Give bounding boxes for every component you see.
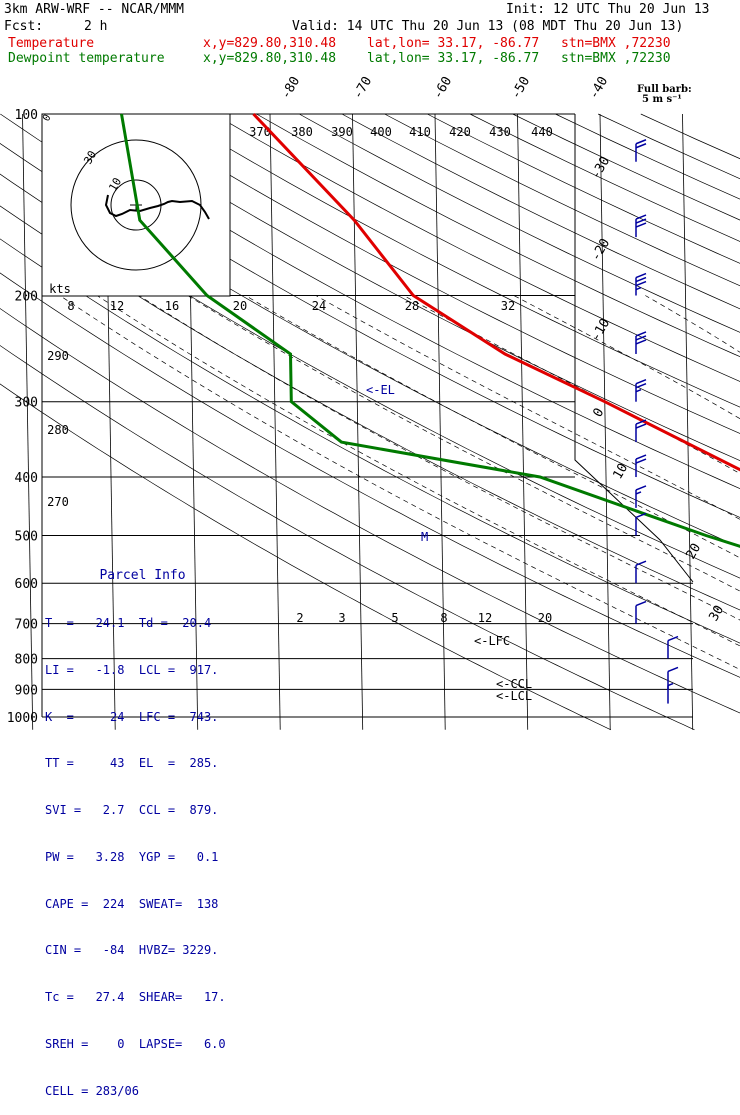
parcel-row: SVI = 2.7 CCL = 879.	[45, 803, 240, 819]
pressure-label: 600	[15, 577, 38, 592]
mean-marker: M	[421, 530, 428, 544]
parcel-row: CAPE = 224 SWEAT= 138	[45, 897, 240, 913]
parcel-row: K = 24 LFC = 743.	[45, 710, 240, 726]
el-marker: <-EL	[366, 383, 395, 397]
forecast-value: 2 h	[84, 20, 107, 34]
theta-e-label: 440	[531, 125, 553, 139]
init-time: Init: 12 UTC Thu 20 Jun 13	[506, 3, 710, 17]
mixing-ratio-label: 12	[478, 611, 492, 625]
temperature-legend: Temperature	[8, 37, 94, 51]
temperature-xy: x,y=829.80,310.48	[203, 37, 336, 51]
pressure-label: 400	[15, 471, 38, 486]
mixing-ratio-label: 2	[296, 611, 303, 625]
parcel-info-panel: Parcel Info T = 24.1 Td = 20.4 LI = -1.8…	[45, 537, 240, 737]
theta-label: 290	[47, 349, 69, 363]
pressure-label: 1000	[7, 711, 38, 726]
model-title: 3km ARW-WRF -- NCAR/MMM	[4, 3, 184, 17]
pressure-label: 700	[15, 618, 38, 633]
parcel-row: CIN = -84 HVBZ= 3229.	[45, 943, 240, 959]
theta-label: 280	[47, 423, 69, 437]
dewpoint-station: stn=BMX ,72230	[561, 52, 671, 66]
wind-scale-label: 32	[501, 299, 515, 313]
wind-scale-label: 16	[165, 299, 179, 313]
dewpoint-xy: x,y=829.80,310.48	[203, 52, 336, 66]
valid-time: Valid: 14 UTC Thu 20 Jun 13 (08 MDT Thu …	[292, 20, 683, 34]
parcel-row: Tc = 27.4 SHEAR= 17.	[45, 990, 240, 1006]
mixing-ratio-label: 8	[440, 611, 447, 625]
wind-scale-label: 20	[233, 299, 247, 313]
wind-scale-label: kts	[49, 282, 71, 296]
parcel-row: TT = 43 EL = 285.	[45, 756, 240, 772]
forecast-label: Fcst:	[4, 20, 43, 34]
parcel-row: LI = -1.8 LCL = 917.	[45, 663, 240, 679]
dewpoint-legend: Dewpoint temperature	[8, 52, 165, 66]
mixing-ratio-label: 20	[538, 611, 552, 625]
wind-scale-label: 12	[110, 299, 124, 313]
theta-e-label: 430	[489, 125, 511, 139]
parcel-row: CELL = 283/06	[45, 1084, 240, 1100]
theta-e-label: 380	[291, 125, 313, 139]
temperature-station: stn=BMX ,72230	[561, 37, 671, 51]
pressure-label: 200	[15, 290, 38, 305]
pressure-label: 300	[15, 396, 38, 411]
lfc-marker: <-LFC	[474, 634, 510, 648]
dewpoint-latlon: lat,lon= 33.17, -86.77	[367, 52, 539, 66]
parcel-row: PW = 3.28 YGP = 0.1	[45, 850, 240, 866]
wind-scale-label: 24	[312, 299, 326, 313]
parcel-row: T = 24.1 Td = 20.4	[45, 616, 240, 632]
mixing-ratio-label: 3	[338, 611, 345, 625]
mixing-ratio-label: 5	[391, 611, 398, 625]
wind-scale-label: 8	[67, 299, 74, 313]
pressure-label: 900	[15, 683, 38, 698]
theta-e-label: 410	[409, 125, 431, 139]
theta-e-label: 390	[331, 125, 353, 139]
parcel-row: SREH = 0 LAPSE= 6.0	[45, 1037, 240, 1053]
wind-scale-label: 28	[405, 299, 419, 313]
pressure-label: 100	[15, 108, 38, 123]
theta-e-label: 420	[449, 125, 471, 139]
theta-label: 270	[47, 495, 69, 509]
pressure-label: 500	[15, 529, 38, 544]
temperature-latlon: lat,lon= 33.17, -86.77	[367, 37, 539, 51]
pressure-label: 800	[15, 653, 38, 668]
theta-e-label: 400	[370, 125, 392, 139]
lcl-marker: <-LCL	[496, 689, 532, 703]
parcel-info-title: Parcel Info	[45, 568, 240, 584]
barb-legend-units: 5 m s⁻¹	[642, 95, 682, 105]
